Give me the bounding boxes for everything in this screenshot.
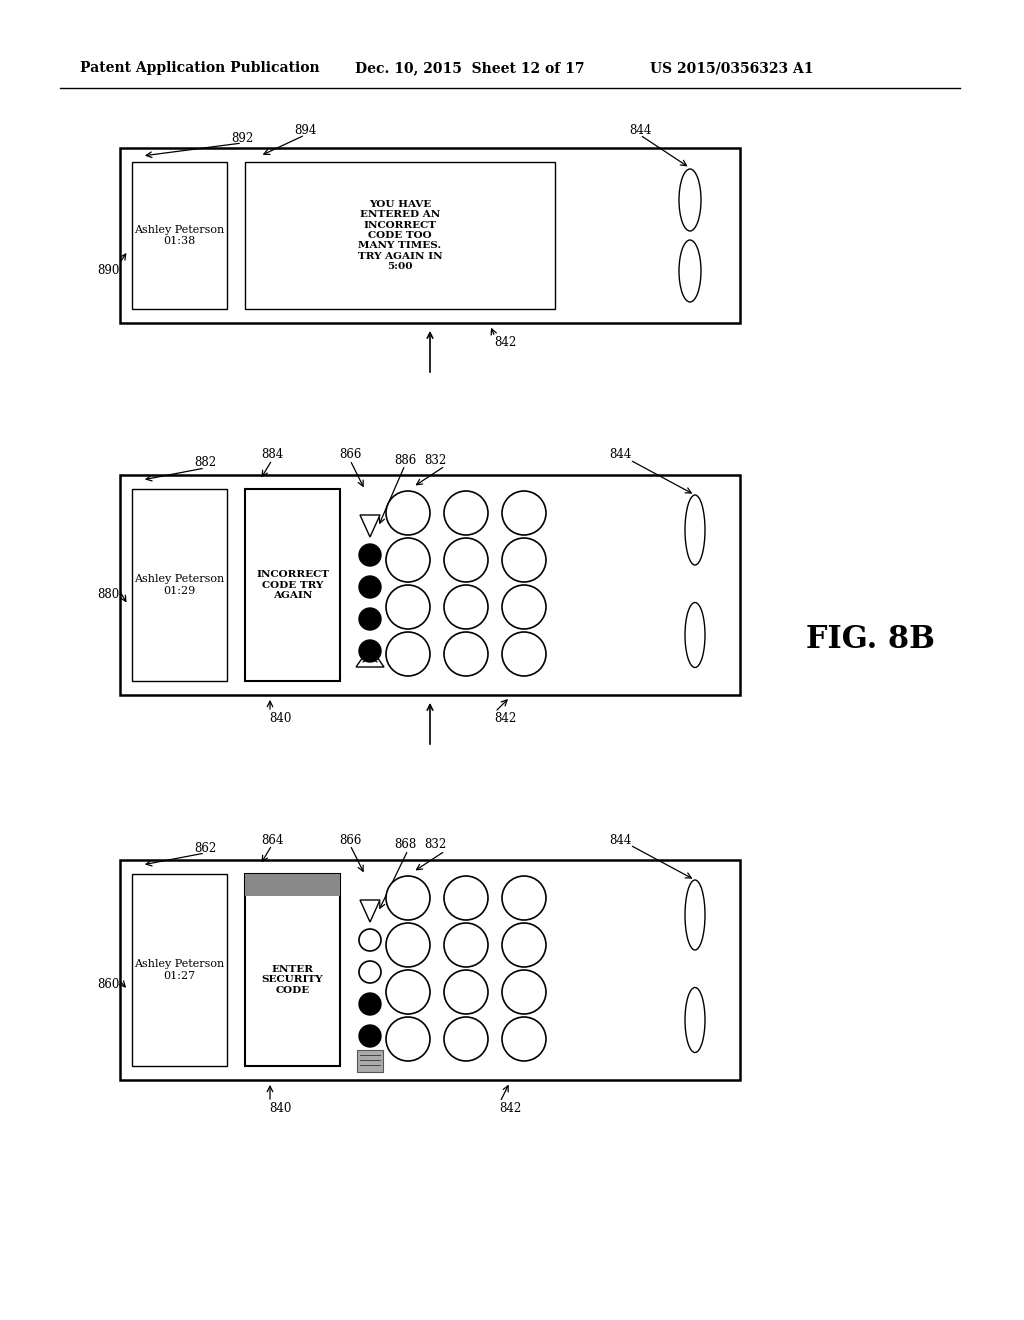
Text: 844: 844 [609, 449, 631, 462]
Text: 840: 840 [269, 1101, 291, 1114]
Text: 866: 866 [339, 449, 361, 462]
Text: 840: 840 [269, 711, 291, 725]
Text: 882: 882 [194, 457, 216, 470]
Text: 832: 832 [424, 838, 446, 851]
Text: 868: 868 [394, 838, 416, 851]
Text: 866: 866 [339, 833, 361, 846]
Circle shape [386, 539, 430, 582]
Text: YOU HAVE
ENTERED AN
INCORRECT
CODE TOO
MANY TIMES.
TRY AGAIN IN
5:00: YOU HAVE ENTERED AN INCORRECT CODE TOO M… [357, 199, 442, 271]
Bar [120, 861, 740, 1080]
Text: Patent Application Publication: Patent Application Publication [80, 61, 319, 75]
Text: Ashley Peterson
01:27: Ashley Peterson 01:27 [134, 960, 224, 981]
Circle shape [386, 923, 430, 968]
Text: 842: 842 [494, 335, 516, 348]
Ellipse shape [685, 880, 705, 950]
Circle shape [444, 539, 488, 582]
Circle shape [386, 876, 430, 920]
Circle shape [444, 970, 488, 1014]
Bar [357, 1049, 383, 1072]
Circle shape [359, 1026, 381, 1047]
Text: 884: 884 [261, 449, 283, 462]
Text: 894: 894 [294, 124, 316, 136]
Bar [245, 874, 340, 896]
Polygon shape [356, 647, 384, 667]
Circle shape [444, 585, 488, 630]
Circle shape [502, 923, 546, 968]
Bar [120, 475, 740, 696]
Text: 842: 842 [494, 711, 516, 725]
Text: 844: 844 [609, 833, 631, 846]
Circle shape [386, 970, 430, 1014]
Circle shape [444, 876, 488, 920]
Text: 844: 844 [629, 124, 651, 136]
Circle shape [444, 1016, 488, 1061]
Text: 890: 890 [97, 264, 119, 276]
Circle shape [502, 632, 546, 676]
Circle shape [444, 923, 488, 968]
Text: Dec. 10, 2015  Sheet 12 of 17: Dec. 10, 2015 Sheet 12 of 17 [355, 61, 585, 75]
Circle shape [386, 491, 430, 535]
Circle shape [359, 961, 381, 983]
Text: ENTER
SECURITY
CODE: ENTER SECURITY CODE [262, 965, 324, 995]
Circle shape [502, 585, 546, 630]
Bar [132, 162, 227, 309]
Bar [245, 162, 555, 309]
Text: 880: 880 [97, 589, 119, 602]
Text: 862: 862 [194, 842, 216, 854]
Bar [132, 488, 227, 681]
Polygon shape [360, 900, 380, 921]
Ellipse shape [685, 495, 705, 565]
Circle shape [502, 970, 546, 1014]
Circle shape [502, 491, 546, 535]
Text: Ashley Peterson
01:38: Ashley Peterson 01:38 [134, 224, 224, 247]
Ellipse shape [679, 169, 701, 231]
Polygon shape [360, 515, 380, 537]
Text: 860: 860 [97, 978, 119, 991]
Circle shape [502, 876, 546, 920]
Text: 864: 864 [261, 833, 284, 846]
Text: 832: 832 [424, 454, 446, 466]
Text: INCORRECT
CODE TRY
AGAIN: INCORRECT CODE TRY AGAIN [256, 570, 329, 599]
Text: 886: 886 [394, 454, 416, 466]
Text: Ashley Peterson
01:29: Ashley Peterson 01:29 [134, 574, 224, 595]
Circle shape [444, 632, 488, 676]
Text: 842: 842 [499, 1101, 521, 1114]
Bar [245, 488, 340, 681]
Circle shape [359, 609, 381, 630]
Text: US 2015/0356323 A1: US 2015/0356323 A1 [650, 61, 813, 75]
Text: 892: 892 [230, 132, 253, 144]
Circle shape [502, 539, 546, 582]
Ellipse shape [679, 240, 701, 302]
Circle shape [444, 491, 488, 535]
Circle shape [386, 1016, 430, 1061]
Circle shape [359, 576, 381, 598]
Circle shape [359, 993, 381, 1015]
Circle shape [386, 632, 430, 676]
Circle shape [386, 585, 430, 630]
Bar [245, 874, 340, 1067]
Circle shape [359, 929, 381, 950]
Circle shape [359, 640, 381, 663]
Text: FIG. 8B: FIG. 8B [806, 624, 935, 656]
Bar [120, 148, 740, 323]
Circle shape [359, 544, 381, 566]
Ellipse shape [685, 987, 705, 1052]
Ellipse shape [685, 602, 705, 668]
Bar [132, 874, 227, 1067]
Circle shape [502, 1016, 546, 1061]
